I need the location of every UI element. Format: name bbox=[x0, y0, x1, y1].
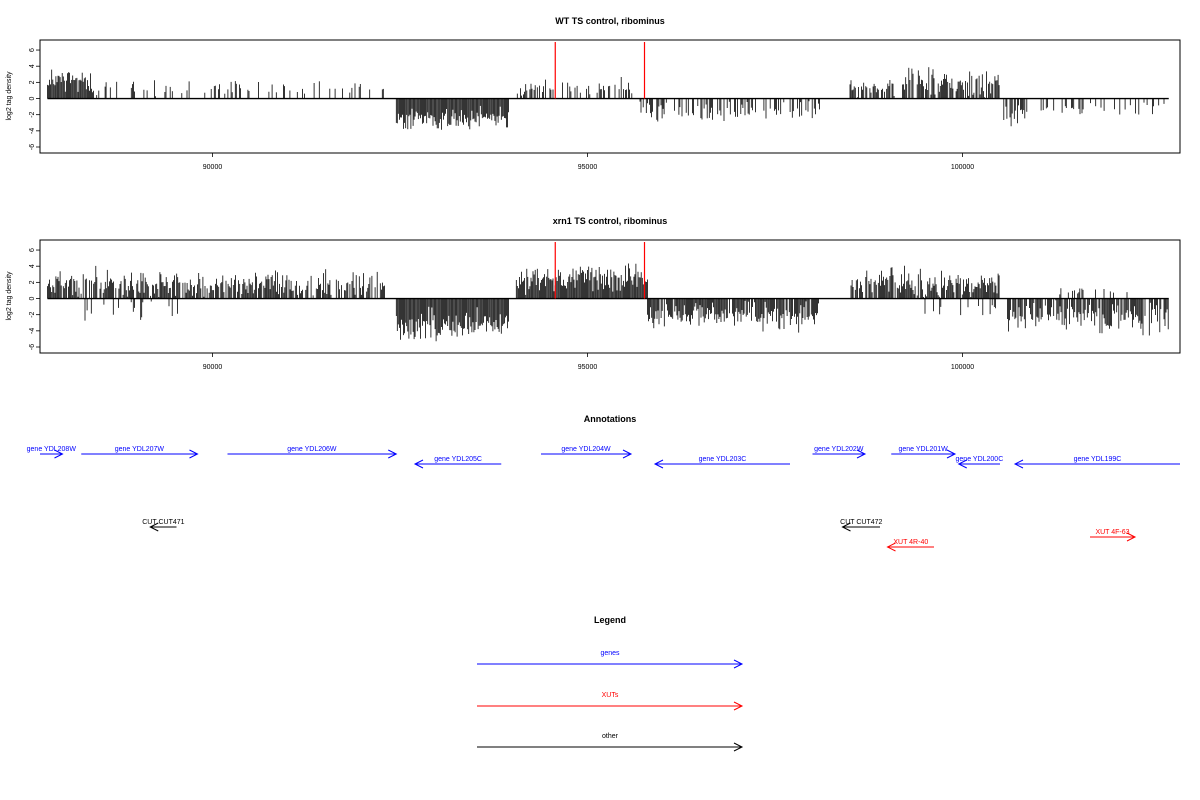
wt-y-tick-label: 6 bbox=[29, 48, 36, 52]
annotation-label: CUT CUT472 bbox=[840, 519, 882, 526]
annotation-gene-feature: gene YDL203C bbox=[653, 456, 790, 469]
annotation-other-arrow-arrowhead bbox=[841, 522, 851, 532]
annotation-gene-arrow-arrowhead bbox=[622, 449, 633, 459]
annotation-gene-arrow-arrowhead bbox=[1013, 459, 1024, 469]
xrn1-x-tick-label: 90000 bbox=[203, 364, 223, 371]
legend-label: genes bbox=[600, 650, 620, 657]
xrn1-y-tick-label: 6 bbox=[29, 248, 36, 252]
legend-item-other: other bbox=[477, 733, 744, 752]
annotation-label: XUT 4R-40 bbox=[893, 539, 928, 546]
annotations-panel: Annotations gene YDL208W gene YDL207W gene… bbox=[27, 414, 1180, 552]
legend-label: other bbox=[602, 733, 619, 740]
wt-y-tick-label: -6 bbox=[29, 144, 36, 150]
xrn1-signal-bars bbox=[47, 263, 1169, 342]
annotation-gene-feature: gene YDL199C bbox=[1013, 456, 1180, 469]
annotation-features: gene YDL208W gene YDL207W gene YDL206W gene… bbox=[27, 446, 1180, 552]
wt-track-panel: WT TS control, ribominus log2 tag densit… bbox=[6, 16, 1181, 171]
legend-items: genes XUTs other bbox=[477, 650, 744, 752]
annotations-title: Annotations bbox=[584, 414, 637, 424]
xrn1-axes: -6 -4 -2 0 2 4 6 90000 95000 100000 bbox=[29, 242, 1169, 371]
wt-x-tick-label: 100000 bbox=[951, 164, 974, 171]
legend-gene-arrow-arrowhead bbox=[733, 659, 744, 669]
legend-item-gene: genes bbox=[477, 650, 744, 669]
wt-y-axis-label: log2 tag density bbox=[6, 71, 13, 121]
annotation-label: CUT CUT471 bbox=[142, 519, 184, 526]
annotation-gene-arrow-arrowhead bbox=[54, 449, 64, 459]
annotation-gene-feature: gene YDL202W bbox=[812, 446, 867, 459]
xrn1-x-tick-label: 100000 bbox=[951, 364, 974, 371]
annotation-xut-arrow-arrowhead bbox=[1126, 532, 1137, 542]
annotation-label: gene YDL208W bbox=[27, 446, 77, 453]
xrn1-x-tick-label: 95000 bbox=[578, 364, 598, 371]
annotation-gene-feature: gene YDL208W bbox=[27, 446, 77, 459]
wt-y-tick-label: -2 bbox=[29, 111, 36, 117]
xrn1-y-tick-label: 4 bbox=[29, 264, 36, 268]
annotation-gene-feature: gene YDL200C bbox=[956, 456, 1004, 469]
annotation-label: gene YDL201W bbox=[898, 446, 948, 453]
annotation-other-arrow-arrowhead bbox=[149, 522, 159, 532]
annotation-gene-feature: gene YDL207W bbox=[81, 446, 199, 459]
annotation-label: XUT 4F-63 bbox=[1095, 529, 1129, 536]
wt-track-title: WT TS control, ribominus bbox=[555, 16, 665, 26]
annotation-xut-feature: XUT 4F-63 bbox=[1090, 529, 1137, 542]
annotation-gene-feature: gene YDL206W bbox=[227, 446, 398, 459]
wt-plot-frame bbox=[39, 39, 1181, 154]
annotation-label: gene YDL199C bbox=[1074, 456, 1122, 463]
xrn1-plot-frame bbox=[39, 239, 1181, 354]
annotation-gene-feature: gene YDL205C bbox=[413, 456, 502, 469]
annotation-gene-arrow-arrowhead bbox=[856, 449, 867, 459]
annotation-other-feature: CUT CUT471 bbox=[142, 519, 185, 532]
wt-axes: -6 -4 -2 0 2 4 6 90000 95000 100000 bbox=[29, 42, 1169, 171]
xrn1-y-axis-label: log2 tag density bbox=[6, 271, 13, 321]
annotation-gene-arrow-arrowhead bbox=[946, 449, 957, 459]
annotation-xut-arrow-arrowhead bbox=[886, 542, 896, 552]
wt-y-tick-label: 2 bbox=[29, 80, 36, 84]
wt-y-tick-label: 0 bbox=[29, 96, 36, 100]
xrn1-y-tick-label: 2 bbox=[29, 280, 36, 284]
xrn1-y-tick-label: -4 bbox=[29, 328, 36, 334]
annotation-label: gene YDL200C bbox=[956, 456, 1004, 463]
wt-x-tick-label: 95000 bbox=[578, 164, 598, 171]
xrn1-y-tick-label: 0 bbox=[29, 296, 36, 300]
legend-panel: Legend genes XUTs other bbox=[477, 615, 744, 752]
legend-title: Legend bbox=[594, 615, 626, 625]
xrn1-track-title: xrn1 TS control, ribominus bbox=[553, 216, 668, 226]
annotation-gene-feature: gene YDL204W bbox=[541, 446, 633, 459]
wt-y-tick-label: -4 bbox=[29, 128, 36, 134]
legend-item-xut: XUTs bbox=[477, 692, 744, 711]
annotation-xut-feature: XUT 4R-40 bbox=[886, 539, 934, 552]
legend-other-arrow-arrowhead bbox=[733, 742, 744, 752]
wt-y-tick-label: 4 bbox=[29, 64, 36, 68]
annotation-label: gene YDL204W bbox=[561, 446, 611, 453]
annotation-label: gene YDL207W bbox=[115, 446, 165, 453]
annotation-other-feature: CUT CUT472 bbox=[840, 519, 883, 532]
legend-label: XUTs bbox=[602, 692, 619, 699]
annotation-label: gene YDL202W bbox=[814, 446, 864, 453]
annotation-gene-arrow-arrowhead bbox=[388, 449, 398, 459]
annotation-gene-arrow-arrowhead bbox=[653, 459, 664, 469]
annotation-label: gene YDL205C bbox=[434, 456, 482, 463]
xrn1-y-tick-label: -2 bbox=[29, 311, 36, 317]
wt-signal-bars bbox=[47, 67, 1165, 130]
annotation-label: gene YDL203C bbox=[699, 456, 747, 463]
annotation-label: gene YDL206W bbox=[287, 446, 337, 453]
xrn1-y-tick-label: -6 bbox=[29, 344, 36, 350]
legend-xut-arrow-arrowhead bbox=[733, 701, 744, 711]
wt-x-tick-label: 90000 bbox=[203, 164, 223, 171]
annotation-gene-arrow-arrowhead bbox=[189, 449, 199, 459]
annotation-gene-feature: gene YDL201W bbox=[891, 446, 957, 459]
annotation-gene-arrow-arrowhead bbox=[413, 459, 424, 469]
annotation-gene-arrow-arrowhead bbox=[957, 459, 967, 469]
xrn1-track-panel: xrn1 TS control, ribominus log2 tag dens… bbox=[6, 216, 1181, 371]
